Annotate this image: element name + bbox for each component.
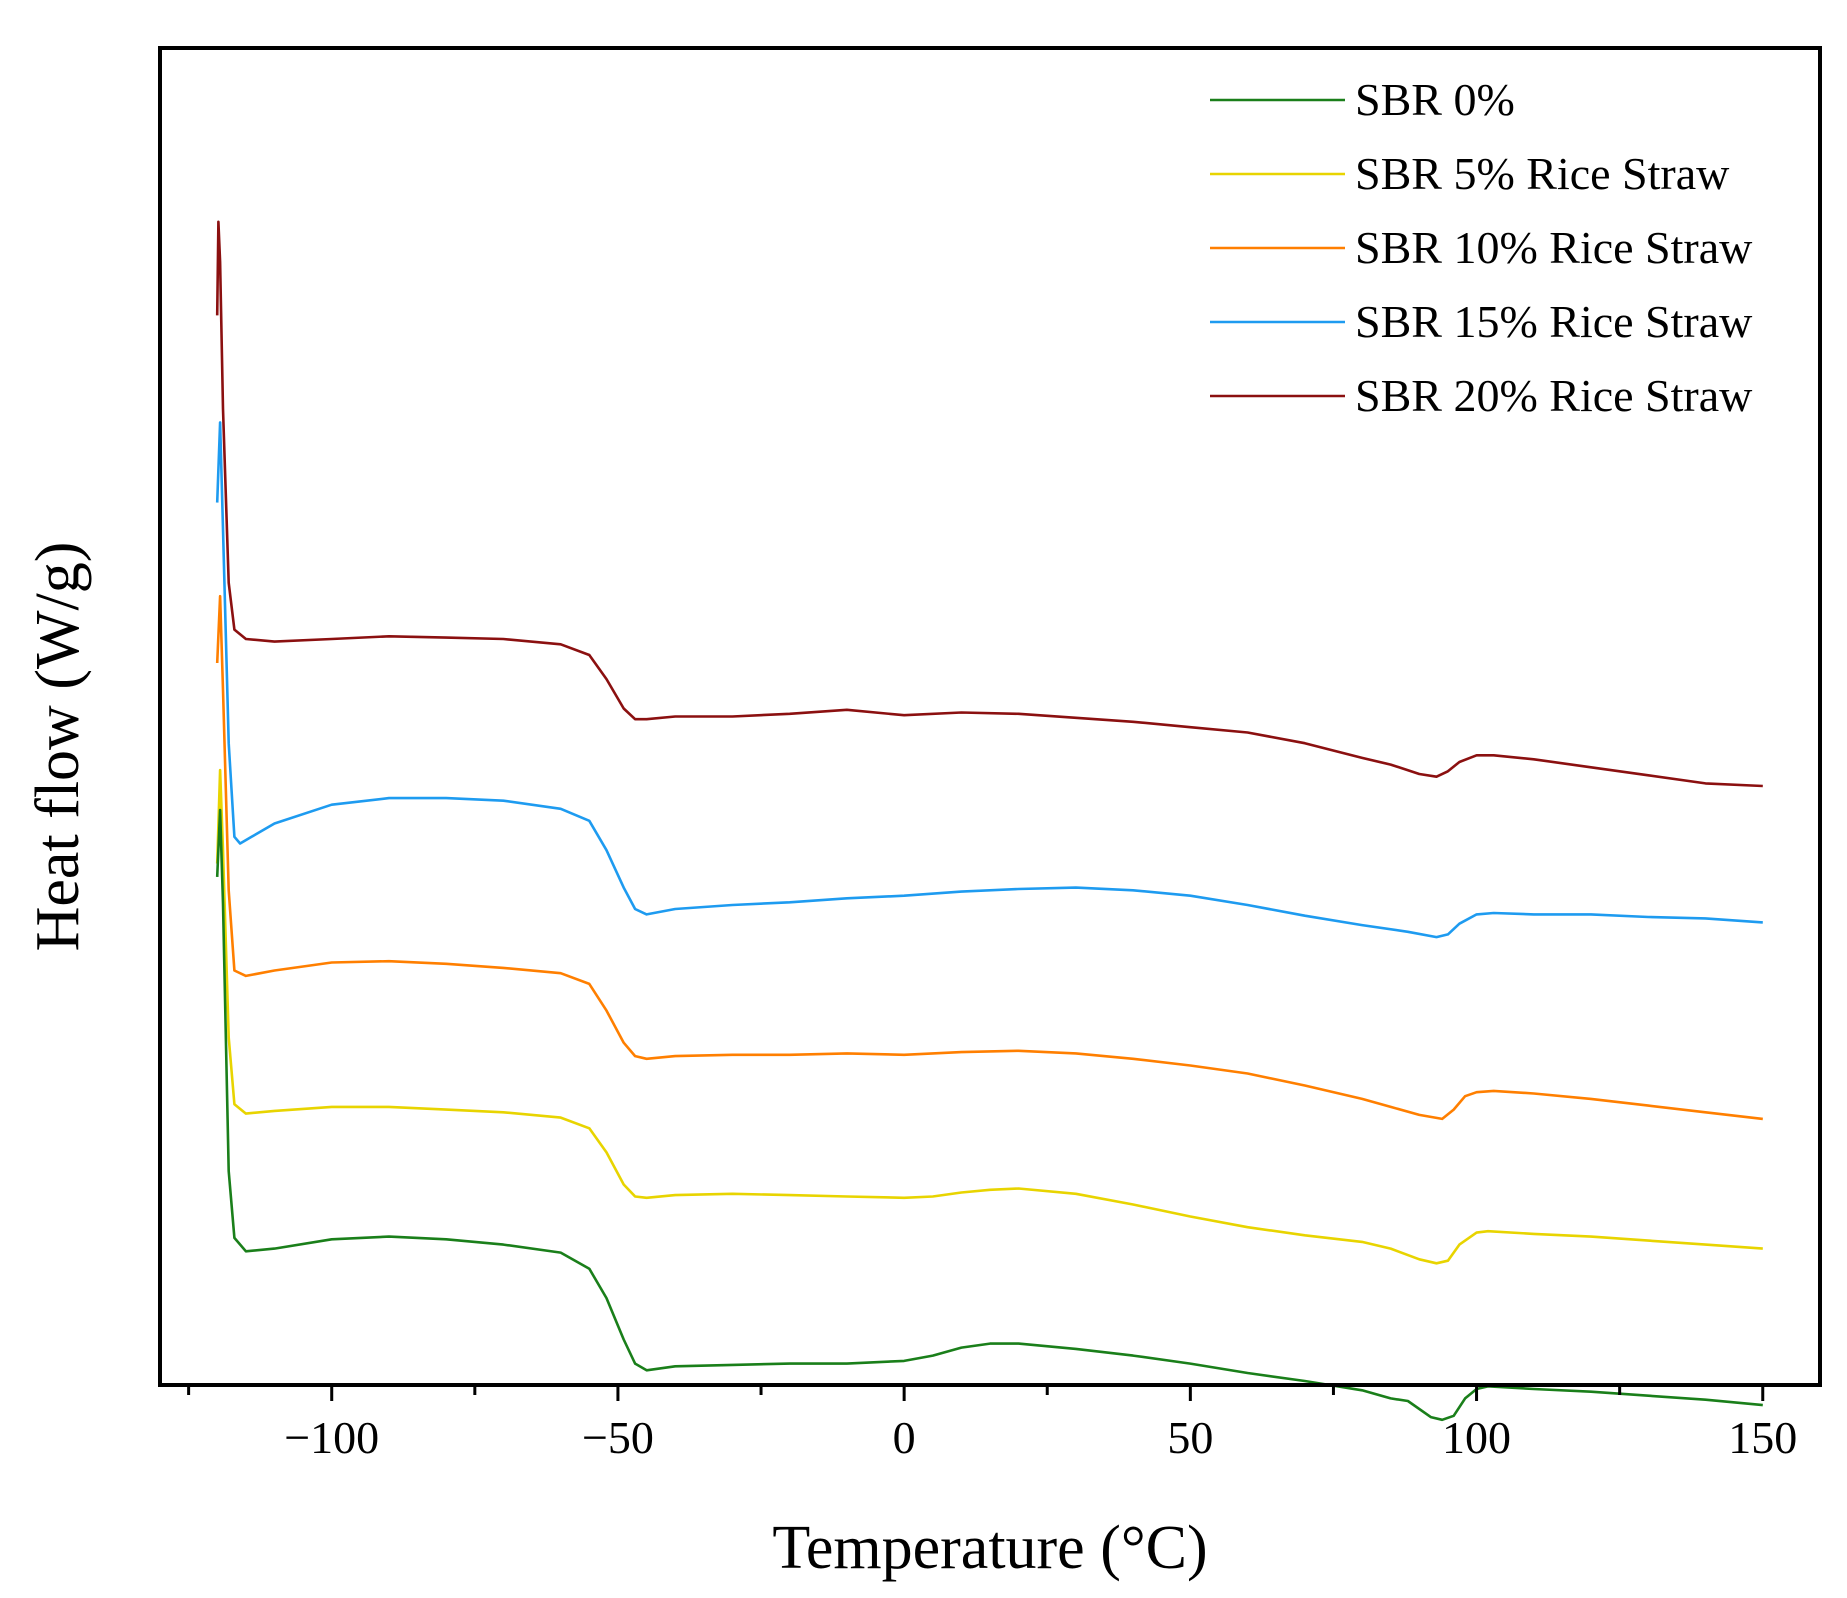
legend-label-sbr-10-rice-straw: SBR 10% Rice Straw <box>1355 222 1753 273</box>
legend-label-sbr-5-rice-straw: SBR 5% Rice Straw <box>1355 148 1730 199</box>
x-tick-label-0: 0 <box>893 1412 916 1463</box>
legend-label-sbr-20-rice-straw: SBR 20% Rice Straw <box>1355 370 1753 421</box>
legend: SBR 0% SBR 5% Rice Straw SBR 10% Rice Stra… <box>1210 74 1753 421</box>
x-axis-tick-labels: −100 −50 0 50 100 150 <box>284 1412 1797 1463</box>
x-axis-title: Temperature (°C) <box>772 1514 1207 1582</box>
series-line-sbr-0- <box>215 808 1763 1422</box>
y-axis-title: Heat flow (W/g) <box>24 542 92 952</box>
series-line-sbr-20-rice-straw <box>215 220 1763 788</box>
x-tick-label--50: −50 <box>582 1412 654 1463</box>
x-tick-label-150: 150 <box>1728 1412 1797 1463</box>
x-tick-label-50: 50 <box>1167 1412 1213 1463</box>
plot-frame <box>158 46 1822 1387</box>
x-axis-ticks <box>187 1385 1765 1401</box>
x-tick-label--100: −100 <box>284 1412 379 1463</box>
legend-label-sbr-15-rice-straw: SBR 15% Rice Straw <box>1355 296 1753 347</box>
x-tick-label-100: 100 <box>1442 1412 1511 1463</box>
series-line-sbr-5-rice-straw <box>215 768 1763 1265</box>
series-line-sbr-15-rice-straw <box>215 421 1763 939</box>
legend-label-sbr-0-: SBR 0% <box>1355 74 1515 125</box>
series-line-sbr-10-rice-straw <box>215 594 1763 1121</box>
series-layer <box>215 220 1763 1422</box>
